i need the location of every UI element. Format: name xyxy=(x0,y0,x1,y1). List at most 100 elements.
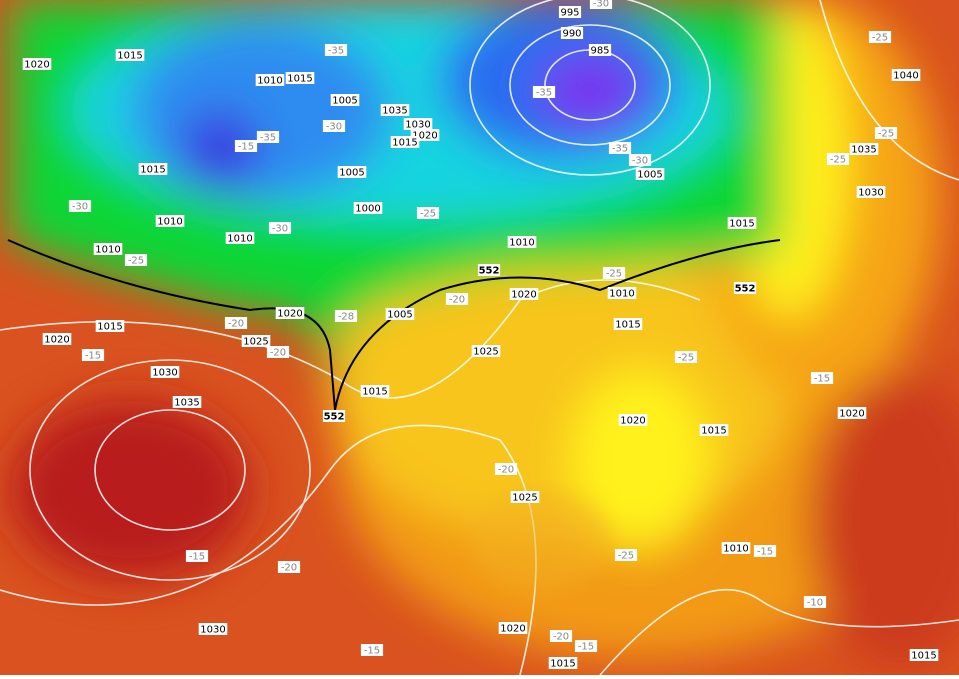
temperature-label: -35 xyxy=(536,88,552,99)
isobar-label: 1035 xyxy=(851,145,876,156)
temperature-label-box xyxy=(234,140,258,152)
temperature-label-group: -20 xyxy=(266,346,290,359)
isobar-label-group: 1015 xyxy=(95,320,125,333)
isobar-label-box xyxy=(285,72,315,84)
isobar-label-box xyxy=(330,94,360,106)
temperature-label-box xyxy=(868,31,892,43)
isobar-label: 1020 xyxy=(24,60,49,71)
temperature-label-group: -25 xyxy=(602,267,626,280)
temperature-label-box xyxy=(445,293,469,305)
isobar-label: 1020 xyxy=(839,409,864,420)
temperature-label-box xyxy=(277,561,301,573)
isobar-label: 1015 xyxy=(729,219,754,230)
isobar-label-group: 1020 xyxy=(275,307,305,320)
isobar-label: 990 xyxy=(562,29,581,40)
isobar-label: 995 xyxy=(560,8,579,19)
temperature-label-group: -30 xyxy=(322,120,346,133)
isobar-label-group: 1030 xyxy=(198,623,228,636)
isobar-label-box xyxy=(22,58,52,70)
isobar-label-box xyxy=(198,623,228,635)
temperature-label: -35 xyxy=(328,46,344,57)
temperature-label-group: -25 xyxy=(874,127,898,140)
isobar-label: 1015 xyxy=(287,74,312,85)
temperature-label: -25 xyxy=(830,155,846,166)
isobar-label: 1015 xyxy=(701,426,726,437)
isobar-label-group: 1005 xyxy=(635,168,665,181)
temperature-label: -15 xyxy=(189,552,205,563)
temperature-label: -28 xyxy=(338,312,354,323)
temperature-label-group: -28 xyxy=(334,310,358,323)
temperature-label-group: -25 xyxy=(868,31,892,44)
isobar-label: 1030 xyxy=(200,625,225,636)
temperature-label-box xyxy=(360,644,384,656)
temperature-label: -25 xyxy=(618,551,634,562)
isobar-label-group: 1040 xyxy=(891,69,921,82)
isobar-label: 1005 xyxy=(339,168,364,179)
isobar-label: 1025 xyxy=(512,493,537,504)
isobar-label-box xyxy=(138,163,168,175)
temperature-label-group: -35 xyxy=(608,142,632,155)
temperature-label-group: -15 xyxy=(185,550,209,563)
isobar-label: 1030 xyxy=(405,120,430,131)
isobar-label-box xyxy=(115,49,145,61)
isobar-label-group: 1000 xyxy=(353,202,383,215)
isobar-label-box xyxy=(548,657,578,669)
temperature-label-box xyxy=(810,372,834,384)
temperature-label-box xyxy=(185,550,209,562)
temperature-label-group: -30 xyxy=(68,200,92,213)
temperature-label-box xyxy=(874,127,898,139)
temperature-label: -25 xyxy=(128,256,144,267)
isobar-label-group: 1010 xyxy=(155,215,185,228)
temperature-label-group: -15 xyxy=(360,644,384,657)
temperature-label-group: -10 xyxy=(803,596,827,609)
isobar-label: 1015 xyxy=(911,651,936,662)
temperature-label: -25 xyxy=(606,269,622,280)
isobar-label: 1030 xyxy=(152,368,177,379)
temperature-label: -30 xyxy=(272,224,288,235)
isobar-label-box xyxy=(42,333,72,345)
temperature-label-group: -25 xyxy=(674,351,698,364)
temperature-label-group: -20 xyxy=(224,317,248,330)
temperature-label-group: -15 xyxy=(810,372,834,385)
isobar-label-box xyxy=(613,318,643,330)
temperature-label-box xyxy=(224,317,248,329)
isobar-label: 1005 xyxy=(332,96,357,107)
isobar-label: 1025 xyxy=(243,337,268,348)
isobar-label: 1015 xyxy=(140,165,165,176)
isobar-label: 1035 xyxy=(382,106,407,117)
temperature-label-group: -15 xyxy=(234,140,258,153)
temperature-label: -25 xyxy=(872,33,888,44)
temperature-label: -20 xyxy=(498,465,514,476)
isobar-label: 1020 xyxy=(500,624,525,635)
isobar-label-group: 1020 xyxy=(509,288,539,301)
temperature-label-box xyxy=(324,44,348,56)
temperature-label-box xyxy=(826,153,850,165)
isobar-label-box xyxy=(155,215,185,227)
temperature-label-group: -15 xyxy=(81,349,105,362)
temperature-label: -20 xyxy=(228,319,244,330)
isobar-label-box xyxy=(588,44,612,56)
isobar-label-group: 1015 xyxy=(138,163,168,176)
isobar-label: 1010 xyxy=(227,234,252,245)
isobar-label-group: 1035 xyxy=(380,104,410,117)
temperature-label-box xyxy=(124,254,148,266)
isobar-label: 1010 xyxy=(257,76,282,87)
isobar-label-box xyxy=(607,287,637,299)
isobar-label-group: 1010 xyxy=(721,542,751,555)
temperature-label-box xyxy=(68,200,92,212)
isobar-label: 1010 xyxy=(509,238,534,249)
temperature-label: -20 xyxy=(281,563,297,574)
isobar-label-box xyxy=(909,649,939,661)
temperature-label-group: -25 xyxy=(826,153,850,166)
isobar-label-group: 1020 xyxy=(837,407,867,420)
temperature-label-group: -30 xyxy=(268,222,292,235)
isobar-label-box xyxy=(95,320,125,332)
isobar-label-group: 1010 xyxy=(255,74,285,87)
isobar-label: 1015 xyxy=(97,322,122,333)
isobar-label-group: 1025 xyxy=(510,491,540,504)
isobar-label-box xyxy=(172,396,202,408)
isobar-label-box xyxy=(891,69,921,81)
isobar-label-group: 1035 xyxy=(849,143,879,156)
isobar-label-group: 995 xyxy=(558,6,582,19)
temperature-label-group: -35 xyxy=(324,44,348,57)
